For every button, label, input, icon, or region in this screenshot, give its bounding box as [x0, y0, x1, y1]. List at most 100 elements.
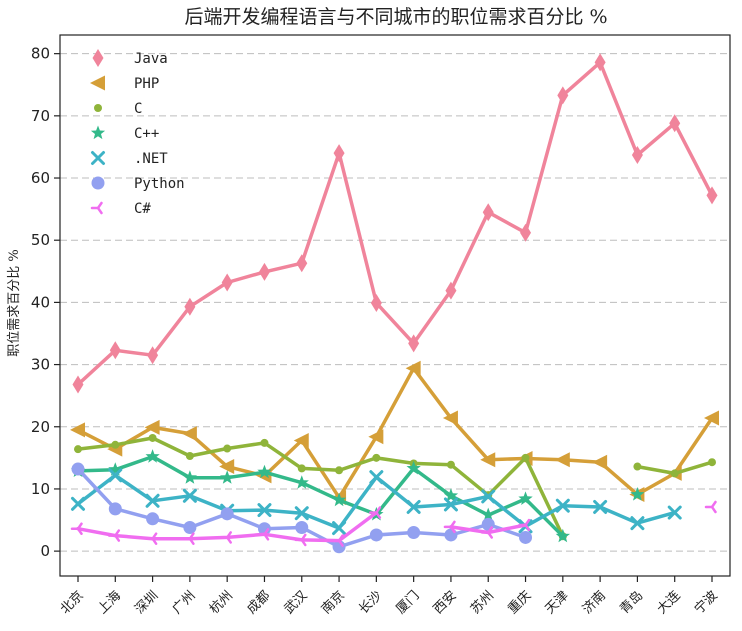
data-point: [145, 449, 160, 463]
legend-label: C#: [134, 201, 151, 217]
data-point: [704, 410, 719, 426]
data-point: [518, 518, 531, 532]
x-tick-label: 深圳: [132, 588, 161, 617]
x-tick-label: 长沙: [356, 588, 385, 617]
x-tick-label: 南京: [318, 588, 348, 618]
x-tick-label: 宁波: [691, 588, 721, 618]
x-tick-label: 重庆: [505, 588, 535, 618]
data-point: [145, 493, 160, 508]
y-tick-label: 60: [31, 169, 50, 187]
data-point: [667, 505, 682, 520]
data-point: [333, 144, 345, 163]
data-point: [369, 470, 384, 485]
x-tick-label: 西安: [431, 588, 460, 617]
data-point: [147, 346, 159, 365]
data-point: [295, 520, 309, 534]
x-tick-label: 北京: [58, 588, 87, 617]
y-tick-label: 0: [40, 542, 50, 560]
data-point: [90, 201, 103, 215]
series-python: [71, 462, 533, 554]
data-point: [335, 466, 344, 475]
data-point: [184, 297, 196, 316]
y-tick-label: 80: [31, 45, 50, 63]
data-point: [294, 506, 309, 521]
x-tick-label: 厦门: [393, 588, 422, 617]
data-point: [70, 522, 83, 535]
data-point: [94, 104, 102, 112]
data-point: [183, 520, 197, 534]
data-point: [407, 525, 421, 539]
data-point: [260, 438, 269, 447]
data-point: [445, 281, 457, 300]
data-point: [258, 262, 270, 281]
data-point: [71, 462, 85, 476]
x-tick-label: 大连: [654, 588, 684, 618]
series-line: [76, 60, 714, 387]
data-point: [633, 462, 642, 471]
data-point: [704, 500, 717, 514]
data-point: [182, 532, 195, 545]
data-point: [91, 151, 105, 165]
data-point: [90, 75, 105, 91]
data-point: [370, 294, 382, 313]
data-point: [185, 451, 194, 460]
legend-item: Java: [92, 49, 168, 67]
data-point: [223, 444, 232, 453]
data-point: [368, 429, 384, 445]
data-point: [294, 475, 309, 489]
data-point: [257, 464, 272, 479]
y-tick-label: 70: [31, 107, 50, 125]
data-point: [482, 203, 494, 222]
data-point: [294, 533, 307, 547]
data-point: [332, 521, 347, 536]
x-tick-label: 苏州: [467, 588, 497, 618]
plot-area: 0 10 20 30 40 50 60 70 80 北京 上海 深圳 广州 杭州 成都 武汉 南京 长沙 厦门 西安苏…: [31, 34, 731, 618]
data-point: [297, 464, 306, 473]
data-point: [555, 498, 570, 513]
x-tick-label: 天津: [543, 588, 572, 617]
x-tick-label: 杭州: [207, 588, 236, 617]
data-point: [181, 426, 197, 442]
legend-label: C: [134, 101, 142, 117]
legend-item: Python: [91, 176, 185, 192]
series-c: [70, 449, 645, 543]
legend-item: C++: [90, 125, 159, 142]
data-point: [108, 529, 121, 542]
legend-label: Java: [134, 51, 168, 67]
legend-label: Python: [134, 176, 185, 192]
data-point: [406, 499, 421, 514]
data-point: [257, 522, 271, 536]
legend-label: .NET: [134, 151, 168, 167]
data-point: [369, 528, 383, 542]
x-tick-label: 济南: [579, 588, 609, 618]
data-point: [442, 410, 458, 426]
data-point: [480, 526, 493, 539]
legend-item: .NET: [91, 151, 168, 167]
data-point: [555, 528, 570, 543]
x-tick-label: 上海: [95, 588, 124, 617]
data-point: [182, 470, 197, 484]
data-point: [92, 49, 104, 67]
legend-item: C: [94, 101, 142, 117]
data-point: [443, 497, 458, 512]
series-line: [76, 454, 565, 538]
y-tick-label: 20: [31, 418, 50, 436]
data-point: [446, 460, 455, 469]
data-point: [481, 507, 496, 522]
data-point: [220, 507, 234, 521]
data-point: [443, 520, 456, 534]
y-tick-label: 30: [31, 356, 50, 374]
plot-frame: [59, 34, 731, 577]
series-line: [76, 366, 714, 500]
data-point: [108, 502, 122, 516]
data-point: [146, 512, 160, 526]
data-point: [670, 469, 679, 478]
data-point: [108, 462, 123, 476]
data-point: [109, 341, 121, 360]
data-point: [519, 530, 533, 544]
data-point: [631, 146, 643, 165]
data-point: [557, 86, 569, 105]
data-point: [593, 499, 608, 514]
data-point: [71, 496, 85, 511]
legend-label: C++: [134, 126, 159, 142]
